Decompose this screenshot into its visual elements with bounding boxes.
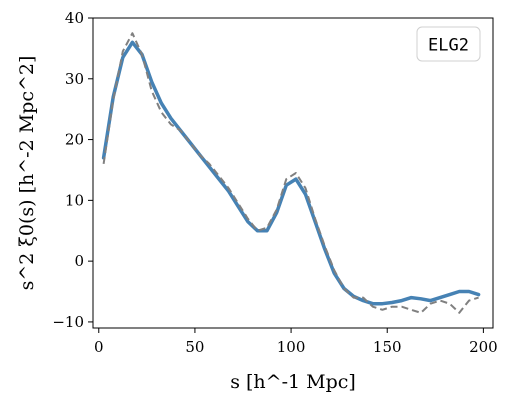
x-tick-label: 0 xyxy=(94,338,104,356)
legend-box xyxy=(416,26,481,62)
series-layer xyxy=(101,32,481,314)
x-tick-label: 150 xyxy=(373,338,402,356)
x-tick-label: 100 xyxy=(277,338,306,356)
x-tick-label: 200 xyxy=(469,338,498,356)
series-line-dashed xyxy=(102,32,479,314)
y-tick-label: −10 xyxy=(52,313,84,331)
series-line-solid xyxy=(101,40,481,306)
y-tick-label: 40 xyxy=(65,9,84,27)
ticks-layer: 0 50 100 150 200 −10 0 10 20 30 40 xyxy=(52,9,497,356)
plot-frame xyxy=(92,17,494,329)
y-tick-label: 20 xyxy=(65,131,84,149)
y-tick-label: 0 xyxy=(74,252,84,270)
y-axis-label: s^2 ξ0(s) [h^-2 Mpc^2] xyxy=(16,56,38,291)
x-tick-label: 50 xyxy=(185,338,204,356)
legend: ELG2 xyxy=(416,26,481,62)
x-axis-label: s [h^-1 Mpc] xyxy=(230,371,356,393)
y-tick-label: 30 xyxy=(65,70,84,88)
y-tick-label: 10 xyxy=(65,191,84,209)
legend-text: ELG2 xyxy=(428,36,469,56)
